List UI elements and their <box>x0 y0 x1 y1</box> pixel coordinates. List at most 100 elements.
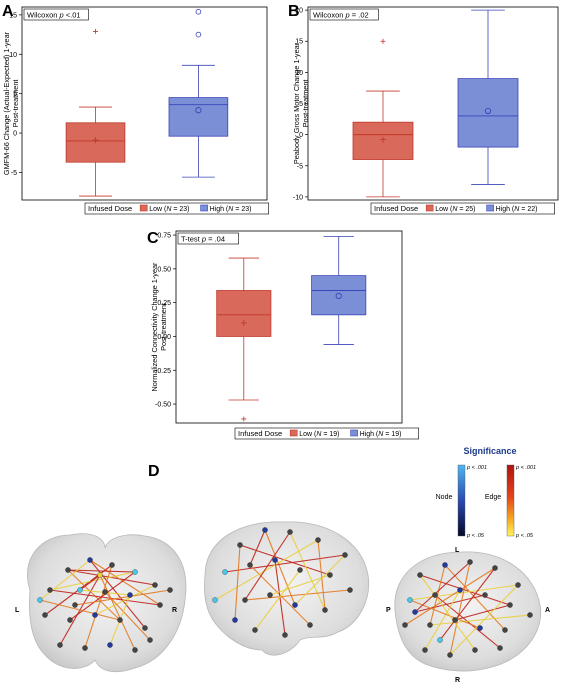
node-label: Node <box>436 494 453 501</box>
orient-p: P <box>386 607 391 614</box>
annotation-box <box>177 232 239 245</box>
network-node <box>252 627 258 633</box>
y-axis-label: Normalized Connectivity Change 1-yearPos… <box>150 262 168 392</box>
node-colorbar <box>457 464 466 537</box>
network-edge <box>419 574 511 606</box>
network-edge <box>414 594 486 613</box>
outlier-point <box>380 38 386 44</box>
network-node <box>92 612 98 618</box>
legend-swatch <box>289 429 298 437</box>
brain-axial-view: L R P A <box>386 547 550 684</box>
network-node <box>282 632 288 638</box>
network-edge <box>94 584 156 616</box>
network-node <box>407 597 413 603</box>
network-node <box>147 637 153 643</box>
panel-label-c: C <box>147 230 159 247</box>
legend-swatch <box>139 204 148 212</box>
network-edge <box>269 574 331 596</box>
y-tick-label: -5 <box>297 163 303 170</box>
panel-label-b: B <box>288 3 300 20</box>
annotation-text: Wilcoxon p <.01 <box>27 11 81 20</box>
y-tick-label: -10 <box>293 194 303 201</box>
y-tick-label: 0.75 <box>157 233 171 240</box>
outlier-point <box>93 28 98 34</box>
network-edge <box>264 529 296 606</box>
box-iqr <box>311 275 367 316</box>
network-edge <box>104 591 151 641</box>
network-node <box>132 569 138 575</box>
network-edge <box>79 574 101 591</box>
y-tick-label: 0.50 <box>157 266 171 273</box>
edge-colorbar <box>506 464 515 537</box>
y-tick-label: 5 <box>13 91 17 98</box>
legend-box <box>234 427 419 440</box>
panel-c: C -0.50 -0.25 0.00 0.25 0.50 0.75 Normalized C… <box>147 230 419 440</box>
network-node <box>102 589 108 595</box>
network-node <box>315 537 321 543</box>
network-node <box>447 652 453 658</box>
network-node <box>232 617 238 623</box>
network-node <box>57 642 63 648</box>
network-edge <box>449 584 519 656</box>
network-edge <box>454 604 511 621</box>
network-node <box>292 602 298 608</box>
network-node <box>515 582 521 588</box>
network-edge <box>84 564 113 649</box>
mean-marker <box>195 107 202 114</box>
network-node <box>347 587 353 593</box>
network-edge <box>409 599 481 629</box>
outlier-point <box>195 31 202 38</box>
network-node <box>402 622 408 628</box>
network-node <box>109 562 115 568</box>
panel-label-a: A <box>2 3 14 20</box>
network-node <box>247 562 253 568</box>
orient-r: R <box>172 607 177 614</box>
mean-marker <box>92 137 99 144</box>
network-edge <box>67 569 136 573</box>
significance-title: Significance <box>463 446 516 456</box>
legend-entry: High (N = 19) <box>360 431 402 438</box>
network-edge <box>89 559 161 606</box>
network-edge <box>414 561 471 613</box>
node-p-bottom: p < .05 <box>466 533 485 539</box>
y-tick-label: 20 <box>295 8 303 15</box>
network-node <box>342 552 348 558</box>
mean-marker <box>380 136 386 143</box>
legend-swatch <box>350 429 358 437</box>
network-node <box>37 597 43 603</box>
network-node <box>152 582 158 588</box>
network-node <box>47 587 53 593</box>
network-node <box>157 602 163 608</box>
box-iqr <box>216 290 272 337</box>
network-node <box>287 529 293 535</box>
network-node <box>442 562 448 568</box>
network-node <box>492 565 498 571</box>
brain-sagittal-view <box>204 521 370 656</box>
box-chart-c: -0.50 -0.25 0.00 0.25 0.50 0.75 Normalized Con… <box>150 230 419 440</box>
legend-swatch <box>486 204 494 212</box>
network-node <box>72 602 78 608</box>
network-node <box>502 627 508 633</box>
legend-box <box>84 202 269 215</box>
network-node <box>127 592 133 598</box>
network-node <box>237 542 243 548</box>
y-tick-label: -0.50 <box>155 402 171 409</box>
network-node <box>272 557 278 563</box>
plot-frame <box>307 6 559 201</box>
legend-box <box>370 202 555 215</box>
network-node <box>422 647 428 653</box>
orient-axial-l: L <box>455 547 460 554</box>
y-axis-label: Peabody Gross Motor Change 1-yearPost-tr… <box>292 42 310 164</box>
network-node <box>77 587 83 593</box>
y-tick-label: 10 <box>295 70 303 77</box>
network-edge <box>74 589 171 606</box>
network-node <box>212 597 218 603</box>
legend-swatch <box>200 204 208 212</box>
y-tick-label: 15 <box>9 12 17 19</box>
network-node <box>242 597 248 603</box>
node-p-top: p < .001 <box>466 465 487 471</box>
panel-label-d: D <box>148 463 160 480</box>
y-tick-label: 15 <box>295 39 303 46</box>
network-node <box>87 557 93 563</box>
legend-swatch <box>425 204 434 212</box>
